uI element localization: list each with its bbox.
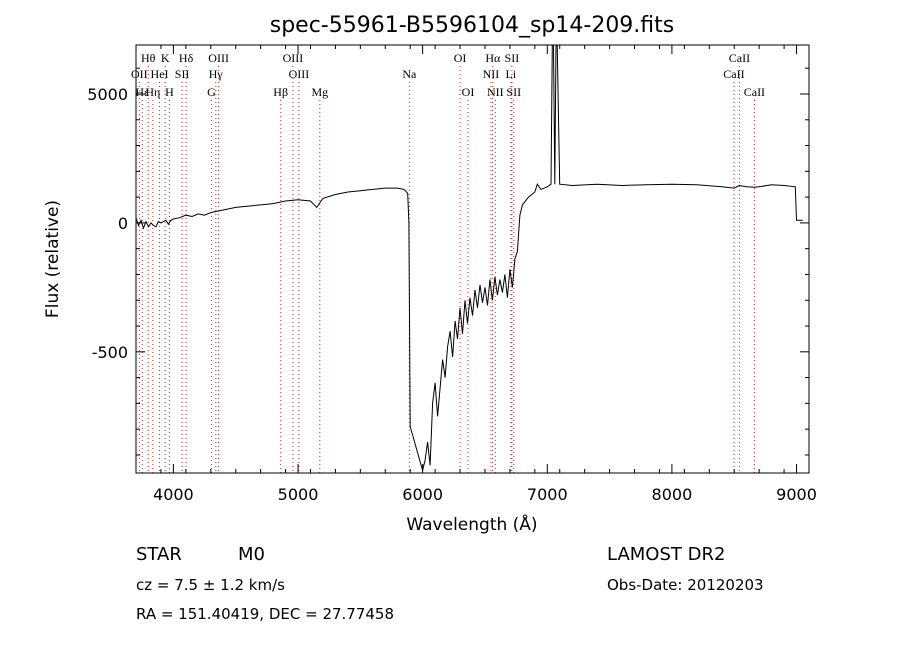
x-tick-label: 7000 (527, 485, 568, 504)
spectral-line-label: Hε (135, 85, 149, 99)
spectral-line-label: CaII (723, 67, 744, 81)
coords-label: RA = 151.40419, DEC = 27.77458 (136, 605, 394, 623)
x-axis: 4000 5000 6000 7000 8000 9000 (135, 45, 817, 504)
chart-title: spec-55961-B5596104_sp14-209.fits (270, 13, 675, 38)
spectral-line-label: Hδ (179, 51, 194, 65)
plot-frame (135, 44, 810, 474)
x-tick-label: 6000 (402, 485, 443, 504)
spectral-line-label: OIII (289, 67, 310, 81)
y-tick-label: 0 (118, 214, 128, 233)
subclass-label: M0 (238, 544, 265, 565)
x-tick-label: 9000 (776, 485, 817, 504)
spectral-line-label: OIII (283, 51, 304, 65)
y-axis: -500 0 5000 (87, 67, 809, 456)
spectral-line-label: Hβ (273, 85, 288, 99)
spectral-line-label: SII (506, 85, 521, 99)
x-tick-label: 8000 (652, 485, 693, 504)
plot-area (135, 44, 810, 474)
x-tick-label: 5000 (278, 485, 319, 504)
spectral-line-label: NII (483, 67, 500, 81)
spectral-line-label: NII (487, 85, 504, 99)
spectral-line-label: SII (175, 67, 190, 81)
survey-label: LAMOST DR2 (607, 544, 725, 565)
spectral-line-label: OI (462, 85, 475, 99)
spectral-line-label: Hθ (141, 51, 156, 65)
spectral-line-label: G (207, 85, 216, 99)
spectral-line-label: OIII (208, 51, 229, 65)
spectral-line-label: OII (131, 67, 148, 81)
spectral-line-label: K (161, 51, 170, 65)
series-line (135, 44, 803, 473)
spectral-line-label: CaII (729, 51, 750, 65)
spectral-line-label: Na (402, 67, 417, 81)
spectral-line-label: CaII (744, 85, 765, 99)
spectral-line-label: H (165, 85, 174, 99)
spectral-line-label: Hα (485, 51, 501, 65)
spectral-line-label: Hγ (209, 67, 224, 81)
y-tick-label: 5000 (87, 85, 128, 104)
spectral-line-markers: Hθ K Hδ OIII OIII OI Hα SII CaII OII HeI SII Hγ OIII N… (131, 51, 765, 473)
spectral-line-label: HeI (151, 67, 169, 81)
obs-date-label: Obs-Date: 20120203 (607, 576, 764, 594)
spectral-line-label: OI (454, 51, 467, 65)
redshift-label: cz = 7.5 ± 1.2 km/s (136, 576, 285, 594)
class-label: STAR (136, 544, 182, 565)
spectral-line-label: Mg (311, 85, 328, 99)
spectral-line-label: SII (505, 51, 520, 65)
spectral-line-label: Hη (145, 85, 160, 99)
y-axis-label: Flux (relative) (43, 200, 63, 318)
x-tick-label: 4000 (153, 485, 194, 504)
x-axis-label: Wavelength (Å) (406, 513, 537, 535)
y-tick-label: -500 (92, 343, 128, 362)
spectral-line-label: Li (506, 67, 517, 81)
